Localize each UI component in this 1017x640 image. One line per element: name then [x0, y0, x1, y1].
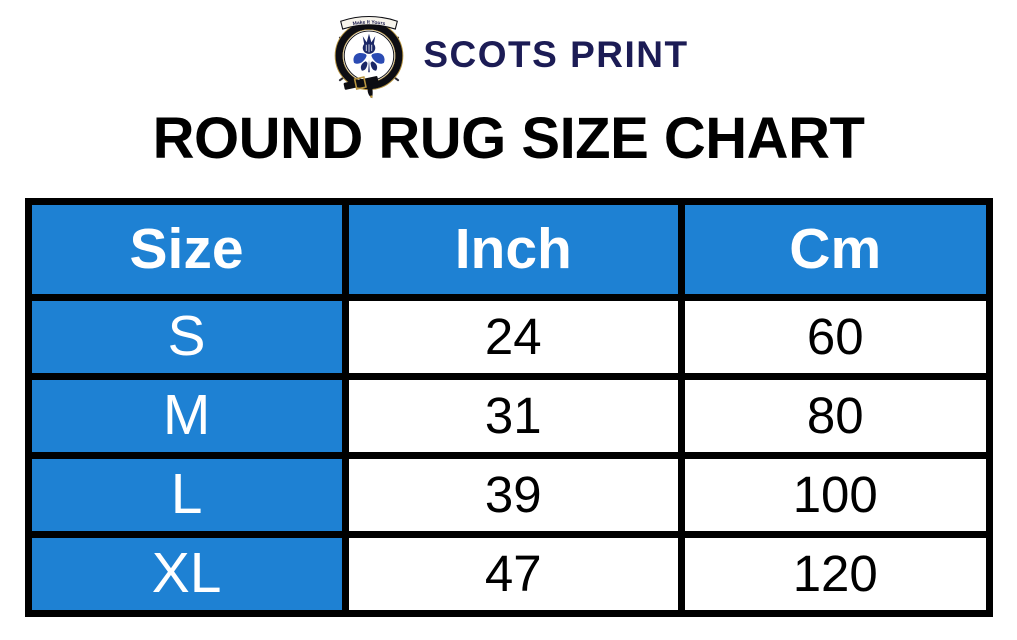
column-header-inch: Inch	[341, 197, 685, 301]
cm-value: 80	[677, 372, 993, 459]
brand-logo: Make It Yours SCOTS PRINT	[328, 11, 688, 99]
size-label: XL	[24, 530, 349, 617]
badge-motto-text: Make It Yours	[353, 20, 387, 28]
table-row-l: L 39 100	[24, 451, 993, 538]
header-row: Size Inch Cm	[24, 197, 993, 301]
table-row-s: S 24 60	[24, 293, 993, 380]
cm-value: 120	[677, 530, 993, 617]
cm-value: 100	[677, 451, 993, 538]
size-label: L	[24, 451, 349, 538]
clan-badge-icon: Make It Yours	[335, 15, 404, 99]
size-chart-table: Size Inch Cm S 24 60 M 31 80 L 39 100	[24, 197, 993, 617]
table-row-xl: XL 47 120	[24, 530, 993, 617]
page-title: ROUND RUG SIZE CHART	[152, 106, 865, 171]
thistle-icon	[353, 33, 385, 73]
column-header-cm: Cm	[677, 197, 993, 301]
belt-buckle-icon	[344, 76, 379, 99]
table-row-m: M 31 80	[24, 372, 993, 459]
brand-name: SCOTS PRINT	[423, 34, 689, 75]
inch-value: 24	[341, 293, 685, 380]
size-label: M	[24, 372, 349, 459]
size-label: S	[24, 293, 349, 380]
inch-value: 39	[341, 451, 685, 538]
badge-banner: Make It Yours	[340, 15, 399, 30]
cm-value: 60	[677, 293, 993, 380]
inch-value: 31	[341, 372, 685, 459]
column-header-size: Size	[24, 197, 349, 301]
inch-value: 47	[341, 530, 685, 617]
